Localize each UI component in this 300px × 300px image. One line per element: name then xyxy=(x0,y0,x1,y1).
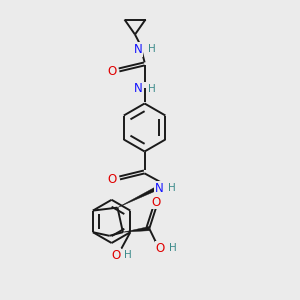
Text: H: H xyxy=(169,243,176,253)
Polygon shape xyxy=(118,185,161,208)
Text: N: N xyxy=(134,82,142,95)
Text: N: N xyxy=(154,182,164,195)
Text: O: O xyxy=(151,196,160,209)
Text: H: H xyxy=(124,250,132,260)
Text: H: H xyxy=(148,44,155,55)
Text: O: O xyxy=(156,242,165,255)
Polygon shape xyxy=(123,226,150,232)
Text: H: H xyxy=(148,83,155,94)
Text: O: O xyxy=(108,173,117,186)
Text: N: N xyxy=(134,43,142,56)
Text: O: O xyxy=(107,65,116,78)
Text: O: O xyxy=(111,249,121,262)
Text: H: H xyxy=(168,183,176,194)
